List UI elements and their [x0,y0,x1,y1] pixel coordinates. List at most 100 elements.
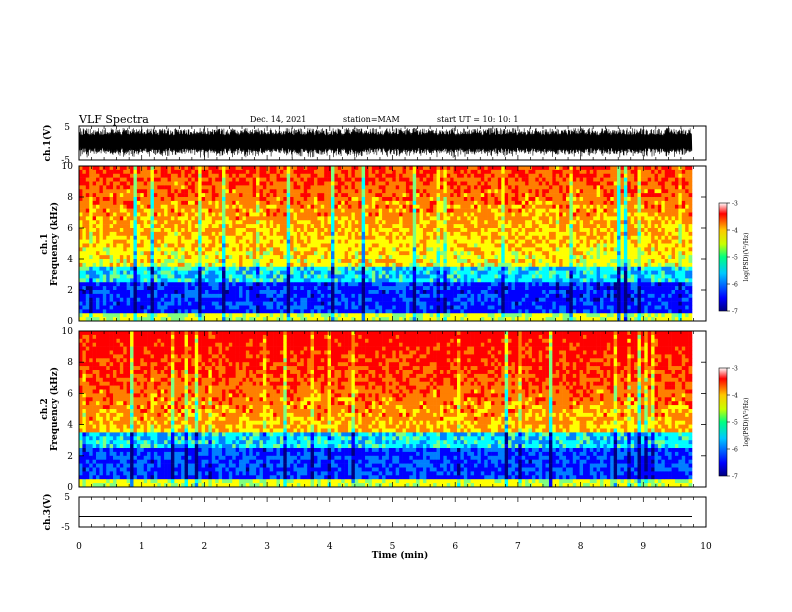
spectrogram-cell [392,228,397,233]
spectrogram-cell [310,278,315,283]
spectrogram-cell [160,231,165,237]
spectrogram-cell [388,169,393,175]
spectrogram-cell [256,235,260,240]
spectrogram-cell [147,204,151,209]
spectrogram-cell [307,290,311,295]
spectrogram-cell [497,216,502,221]
spectrogram-cell [187,282,192,287]
spectrogram-cell [170,286,175,291]
spectrogram-cell [365,293,369,299]
spectrogram-cell [252,290,257,295]
spectrogram-cell [147,200,151,206]
spectrogram-cell [194,235,199,240]
spectrogram-cell [303,166,308,171]
spectrogram-cell [491,278,495,283]
spectrogram-cell [106,166,110,171]
spectrogram-cell [279,286,284,291]
spectrogram-cell [480,270,485,275]
spectrogram-cell [184,220,189,225]
spectrogram-cell [310,293,315,299]
spectrogram-cell [143,208,148,213]
spectrogram-cell [385,278,390,283]
spectrogram-cell [429,208,434,213]
spectrogram-cell [385,208,390,213]
spectrogram-cell [365,224,369,229]
spectrogram-cell [232,274,236,279]
spectrogram-cell [205,301,209,306]
spectrogram-cell [480,290,485,295]
spectrogram-cell [409,313,414,318]
spectrogram-cell [497,200,502,206]
spectrogram-cell [303,200,308,206]
spectrogram-cell [123,228,127,233]
spectrogram-cell [375,259,379,264]
spectrogram-cell [484,293,488,299]
spectrogram-cell [130,224,134,229]
spectrogram-cell [239,204,243,209]
spectrogram-cell [106,177,110,182]
spectrogram-cell [399,228,403,233]
spectrogram-cell [82,278,87,283]
spectrogram-cell [170,231,175,237]
spectrogram-cell [463,286,468,291]
spectrogram-cell [443,220,448,225]
spectrogram-cell [187,235,192,240]
spectrogram-cell [150,305,155,310]
spectrogram-cell [205,247,209,252]
spectrogram-cell [317,317,322,322]
spectrogram-cell [429,181,434,186]
spectrogram-cell [136,185,141,190]
spectrogram-cell [198,243,202,248]
spectrogram-cell [225,282,230,287]
spectrogram-cell [184,200,189,206]
spectrogram-cell [201,317,206,322]
spectrogram-cell [106,185,110,190]
spectrogram-cell [222,231,226,237]
spectrogram-cell [96,173,100,178]
spectrogram-cell [409,290,414,295]
spectrogram-cell [484,239,488,244]
spectrogram-cell [160,290,165,295]
spectrogram-cell [477,259,482,264]
spectrogram-cell [405,293,410,299]
spectrogram-cell [361,166,366,171]
spectrogram-cell [433,247,437,252]
spectrogram-cell [109,189,114,194]
spectrogram-cell [239,286,243,291]
spectrogram-cell [293,309,298,314]
spectrogram-cell [126,173,131,178]
spectrogram-cell [436,166,441,171]
spectrogram-cell [358,293,362,299]
spectrogram-cell [402,247,407,252]
spectrogram-cell [320,208,325,213]
spectrogram-cell [337,286,342,291]
spectrogram-cell [102,293,107,299]
spectrogram-cell [245,309,250,314]
spectrogram-cell [228,259,233,264]
spectrogram-cell [497,235,502,240]
spectrogram-cell [140,212,145,217]
spectrogram-cell [327,224,332,229]
spectrogram-cell [160,282,165,287]
spectrogram-cell [123,220,127,225]
spectrogram-cell [167,177,172,182]
spectrogram-cell [126,208,131,213]
spectrogram-cell [116,177,121,182]
spectrogram-cell [392,204,397,209]
spectrogram-cell [494,208,499,213]
spectrogram-cell [429,274,434,279]
spectrogram-cell [497,169,502,175]
spectrogram-cell [201,224,206,229]
spectrogram-cell [467,309,471,314]
spectrogram-cell [433,282,437,287]
spectrogram-cell [348,231,352,237]
spectrogram-cell [497,208,502,213]
spectrogram-cell [450,305,454,310]
spectrogram-cell [453,235,458,240]
spectrogram-cell [470,290,475,295]
spectrogram-cell [443,274,448,279]
spectrogram-cell [409,189,414,194]
spectrogram-cell [201,193,206,198]
spectrogram-cell [470,309,475,314]
spectrogram-cell [187,189,192,194]
